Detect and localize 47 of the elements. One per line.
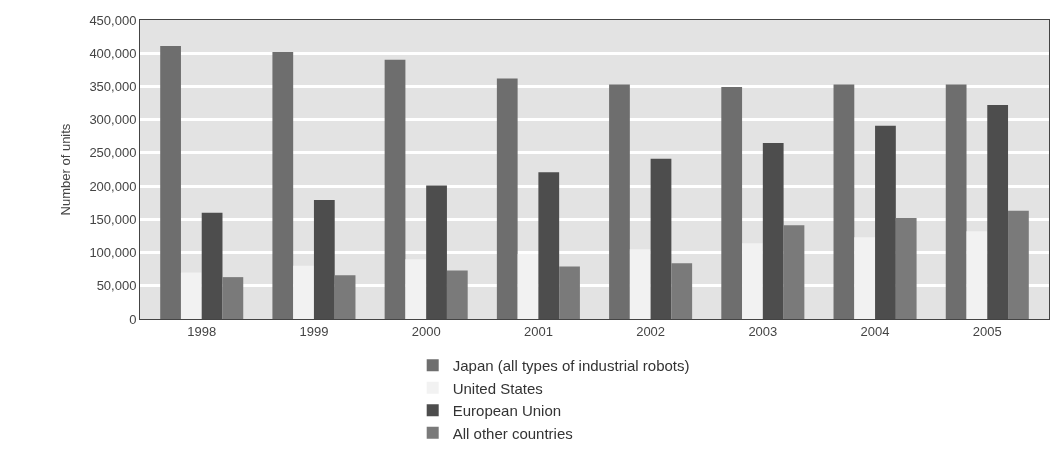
bar: [629, 249, 651, 319]
bar: [1008, 210, 1029, 319]
y-tick-label: 400,000: [89, 45, 137, 61]
x-tick-label: 2005: [972, 323, 1002, 339]
bar: [966, 231, 988, 319]
bar: [721, 87, 743, 319]
bar: [854, 237, 876, 319]
bar: [384, 59, 406, 319]
x-tick-label: 2004: [860, 323, 890, 339]
x-tick-label: 2002: [636, 323, 666, 339]
y-tick-label: 250,000: [89, 145, 137, 161]
bar: [895, 218, 917, 319]
y-tick-label: 350,000: [89, 78, 137, 94]
legend-label: European Union: [452, 402, 562, 419]
y-tick-label: 450,000: [89, 12, 137, 28]
y-tick-label: 200,000: [89, 178, 137, 194]
bar: [945, 84, 967, 319]
x-tick-label: 1998: [187, 323, 217, 339]
bar: [559, 266, 580, 319]
x-tick-label: 2003: [748, 323, 778, 339]
bar: [405, 259, 427, 319]
bar: [609, 84, 630, 319]
bar: [222, 277, 244, 319]
y-tick-label: 50,000: [96, 278, 137, 294]
x-tick-label: 1999: [299, 323, 329, 339]
bar: [446, 270, 468, 319]
x-tick-label: 2000: [411, 323, 441, 339]
bar: [180, 272, 202, 319]
y-tick-label: 300,000: [89, 112, 137, 128]
y-tick-label: 150,000: [89, 211, 137, 227]
bar: [293, 265, 314, 319]
bar: [833, 84, 855, 319]
y-tick-label: 0: [129, 311, 137, 327]
legend-label: United States: [452, 379, 543, 397]
bar: [517, 253, 539, 319]
bar: [272, 51, 294, 319]
bar: [496, 78, 518, 319]
bar: [671, 263, 693, 319]
bar: [160, 45, 181, 319]
legend-label: Japan (all types of industrial robots): [452, 357, 690, 374]
bar: [334, 275, 356, 319]
y-axis-title: Number of units: [58, 123, 74, 216]
y-tick-label: 100,000: [89, 245, 137, 261]
bar: [783, 225, 805, 319]
x-tick-label: 2001: [523, 323, 553, 339]
bar: [742, 243, 763, 319]
legend-label: All other countries: [452, 424, 573, 442]
